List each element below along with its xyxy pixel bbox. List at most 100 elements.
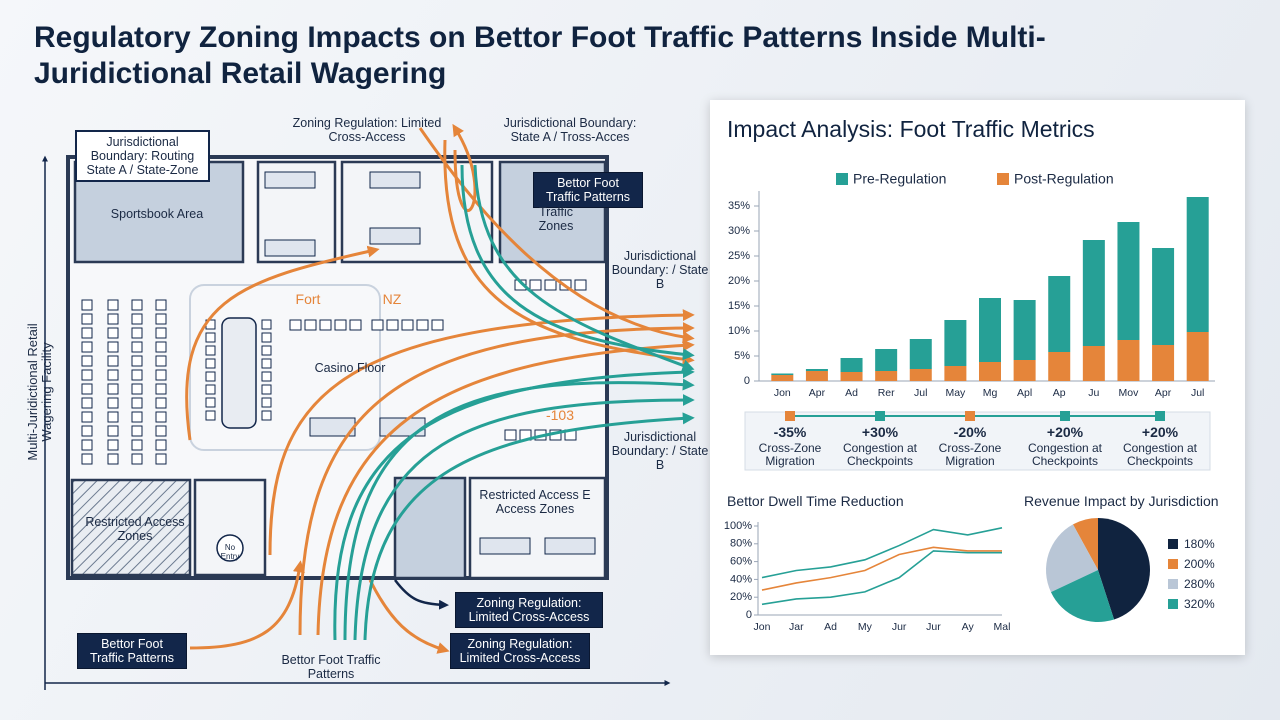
panel bbox=[710, 100, 1245, 655]
seat bbox=[131, 355, 143, 367]
desk bbox=[264, 239, 316, 257]
seat bbox=[205, 410, 216, 421]
terminal bbox=[289, 319, 302, 331]
seat bbox=[155, 411, 167, 423]
seat bbox=[81, 397, 93, 409]
traffic-flow bbox=[394, 579, 449, 610]
seat bbox=[261, 384, 272, 395]
terminal bbox=[549, 429, 562, 441]
terminal bbox=[574, 279, 587, 291]
metric-value: +20% bbox=[1141, 424, 1179, 440]
terminal bbox=[304, 319, 317, 331]
room bbox=[340, 160, 494, 264]
room-label: Restricted Access E Access Zones bbox=[479, 488, 591, 516]
seat bbox=[131, 425, 143, 437]
seat bbox=[107, 411, 119, 423]
seat bbox=[205, 371, 216, 382]
seat bbox=[107, 425, 119, 437]
seat bbox=[81, 313, 93, 325]
traffic-label: Bettor Foot Traffic Patterns bbox=[533, 172, 643, 208]
seat bbox=[155, 369, 167, 381]
zoning-label: Zoning Regulation: Limited Cross-Access bbox=[292, 116, 442, 144]
seat bbox=[81, 327, 93, 339]
metric-label: Congestion at Checkpoints bbox=[842, 441, 918, 468]
flow-label: Fort bbox=[295, 291, 321, 307]
desk bbox=[264, 171, 316, 189]
desk bbox=[309, 417, 356, 437]
desk bbox=[369, 227, 421, 245]
room-label: Casino Floor bbox=[314, 361, 386, 375]
seat bbox=[81, 369, 93, 381]
desk bbox=[479, 537, 531, 555]
seat bbox=[261, 397, 272, 408]
page-title: Regulatory Zoning Impacts on Bettor Foot… bbox=[34, 21, 1046, 90]
zoning-label: Zoning Regulation: Limited Cross-Access bbox=[455, 592, 603, 628]
seat bbox=[205, 358, 216, 369]
terminal bbox=[514, 279, 527, 291]
flow-label: NZ bbox=[382, 291, 402, 307]
traffic-flow bbox=[189, 560, 305, 650]
metric-value: -20% bbox=[953, 424, 987, 440]
seat bbox=[107, 327, 119, 339]
boundary-label: Jurisdictional Boundary: Routing State A… bbox=[75, 130, 210, 182]
sign-label: No Entry bbox=[220, 543, 240, 561]
seat bbox=[107, 355, 119, 367]
seat bbox=[81, 355, 93, 367]
seat bbox=[205, 384, 216, 395]
terminal bbox=[519, 429, 532, 441]
seat bbox=[131, 453, 143, 465]
room-label: Sportsbook Area bbox=[110, 207, 204, 221]
traffic-flow bbox=[452, 123, 477, 212]
panel-title: Impact Analysis: Foot Traffic Metrics bbox=[727, 116, 1095, 142]
seat bbox=[131, 313, 143, 325]
desk bbox=[544, 537, 596, 555]
seat bbox=[261, 371, 272, 382]
metric-label: Cross-Zone Migration bbox=[938, 441, 1002, 468]
metric-value: +30% bbox=[861, 424, 899, 440]
seat bbox=[261, 345, 272, 356]
boundary-label: Jurisdictional Boundary: / State B bbox=[611, 249, 709, 291]
room-label: Restricted Access Zones bbox=[85, 515, 185, 543]
boundary-label: Jurisdictional Boundary: / State B bbox=[611, 430, 709, 472]
seat bbox=[107, 397, 119, 409]
seat bbox=[155, 355, 167, 367]
terminal bbox=[504, 429, 517, 441]
seat bbox=[81, 439, 93, 451]
seat bbox=[131, 369, 143, 381]
chart-title: Bettor Dwell Time Reduction bbox=[727, 493, 904, 509]
metric-label: Congestion at Checkpoints bbox=[1122, 441, 1198, 468]
terminal bbox=[544, 279, 557, 291]
seat bbox=[131, 299, 143, 311]
seat bbox=[155, 425, 167, 437]
seat bbox=[131, 327, 143, 339]
room bbox=[393, 476, 467, 580]
seat bbox=[205, 332, 216, 343]
seat bbox=[81, 453, 93, 465]
metric-label: Cross-Zone Migration bbox=[758, 441, 822, 468]
zoning-label: Zoning Regulation: Limited Cross-Access bbox=[450, 633, 590, 669]
seat bbox=[81, 411, 93, 423]
seat bbox=[155, 299, 167, 311]
side-label: Multi-Juridictional Retail Wagering Faci… bbox=[25, 323, 54, 461]
metric-label: Congestion at Checkpoints bbox=[1027, 441, 1103, 468]
seat bbox=[155, 439, 167, 451]
seat bbox=[261, 358, 272, 369]
terminal bbox=[564, 429, 577, 441]
zone-label: Traffic Zones bbox=[538, 205, 574, 233]
seat bbox=[155, 341, 167, 353]
seat bbox=[107, 383, 119, 395]
seat bbox=[261, 332, 272, 343]
seat bbox=[155, 313, 167, 325]
traffic-label: Bettor Foot Traffic Patterns bbox=[281, 653, 381, 681]
metric-value: +20% bbox=[1046, 424, 1084, 440]
seat bbox=[155, 383, 167, 395]
terminal bbox=[334, 319, 347, 331]
terminal bbox=[416, 319, 429, 331]
room bbox=[256, 160, 337, 264]
seat bbox=[107, 313, 119, 325]
terminal bbox=[534, 429, 547, 441]
seat bbox=[131, 411, 143, 423]
